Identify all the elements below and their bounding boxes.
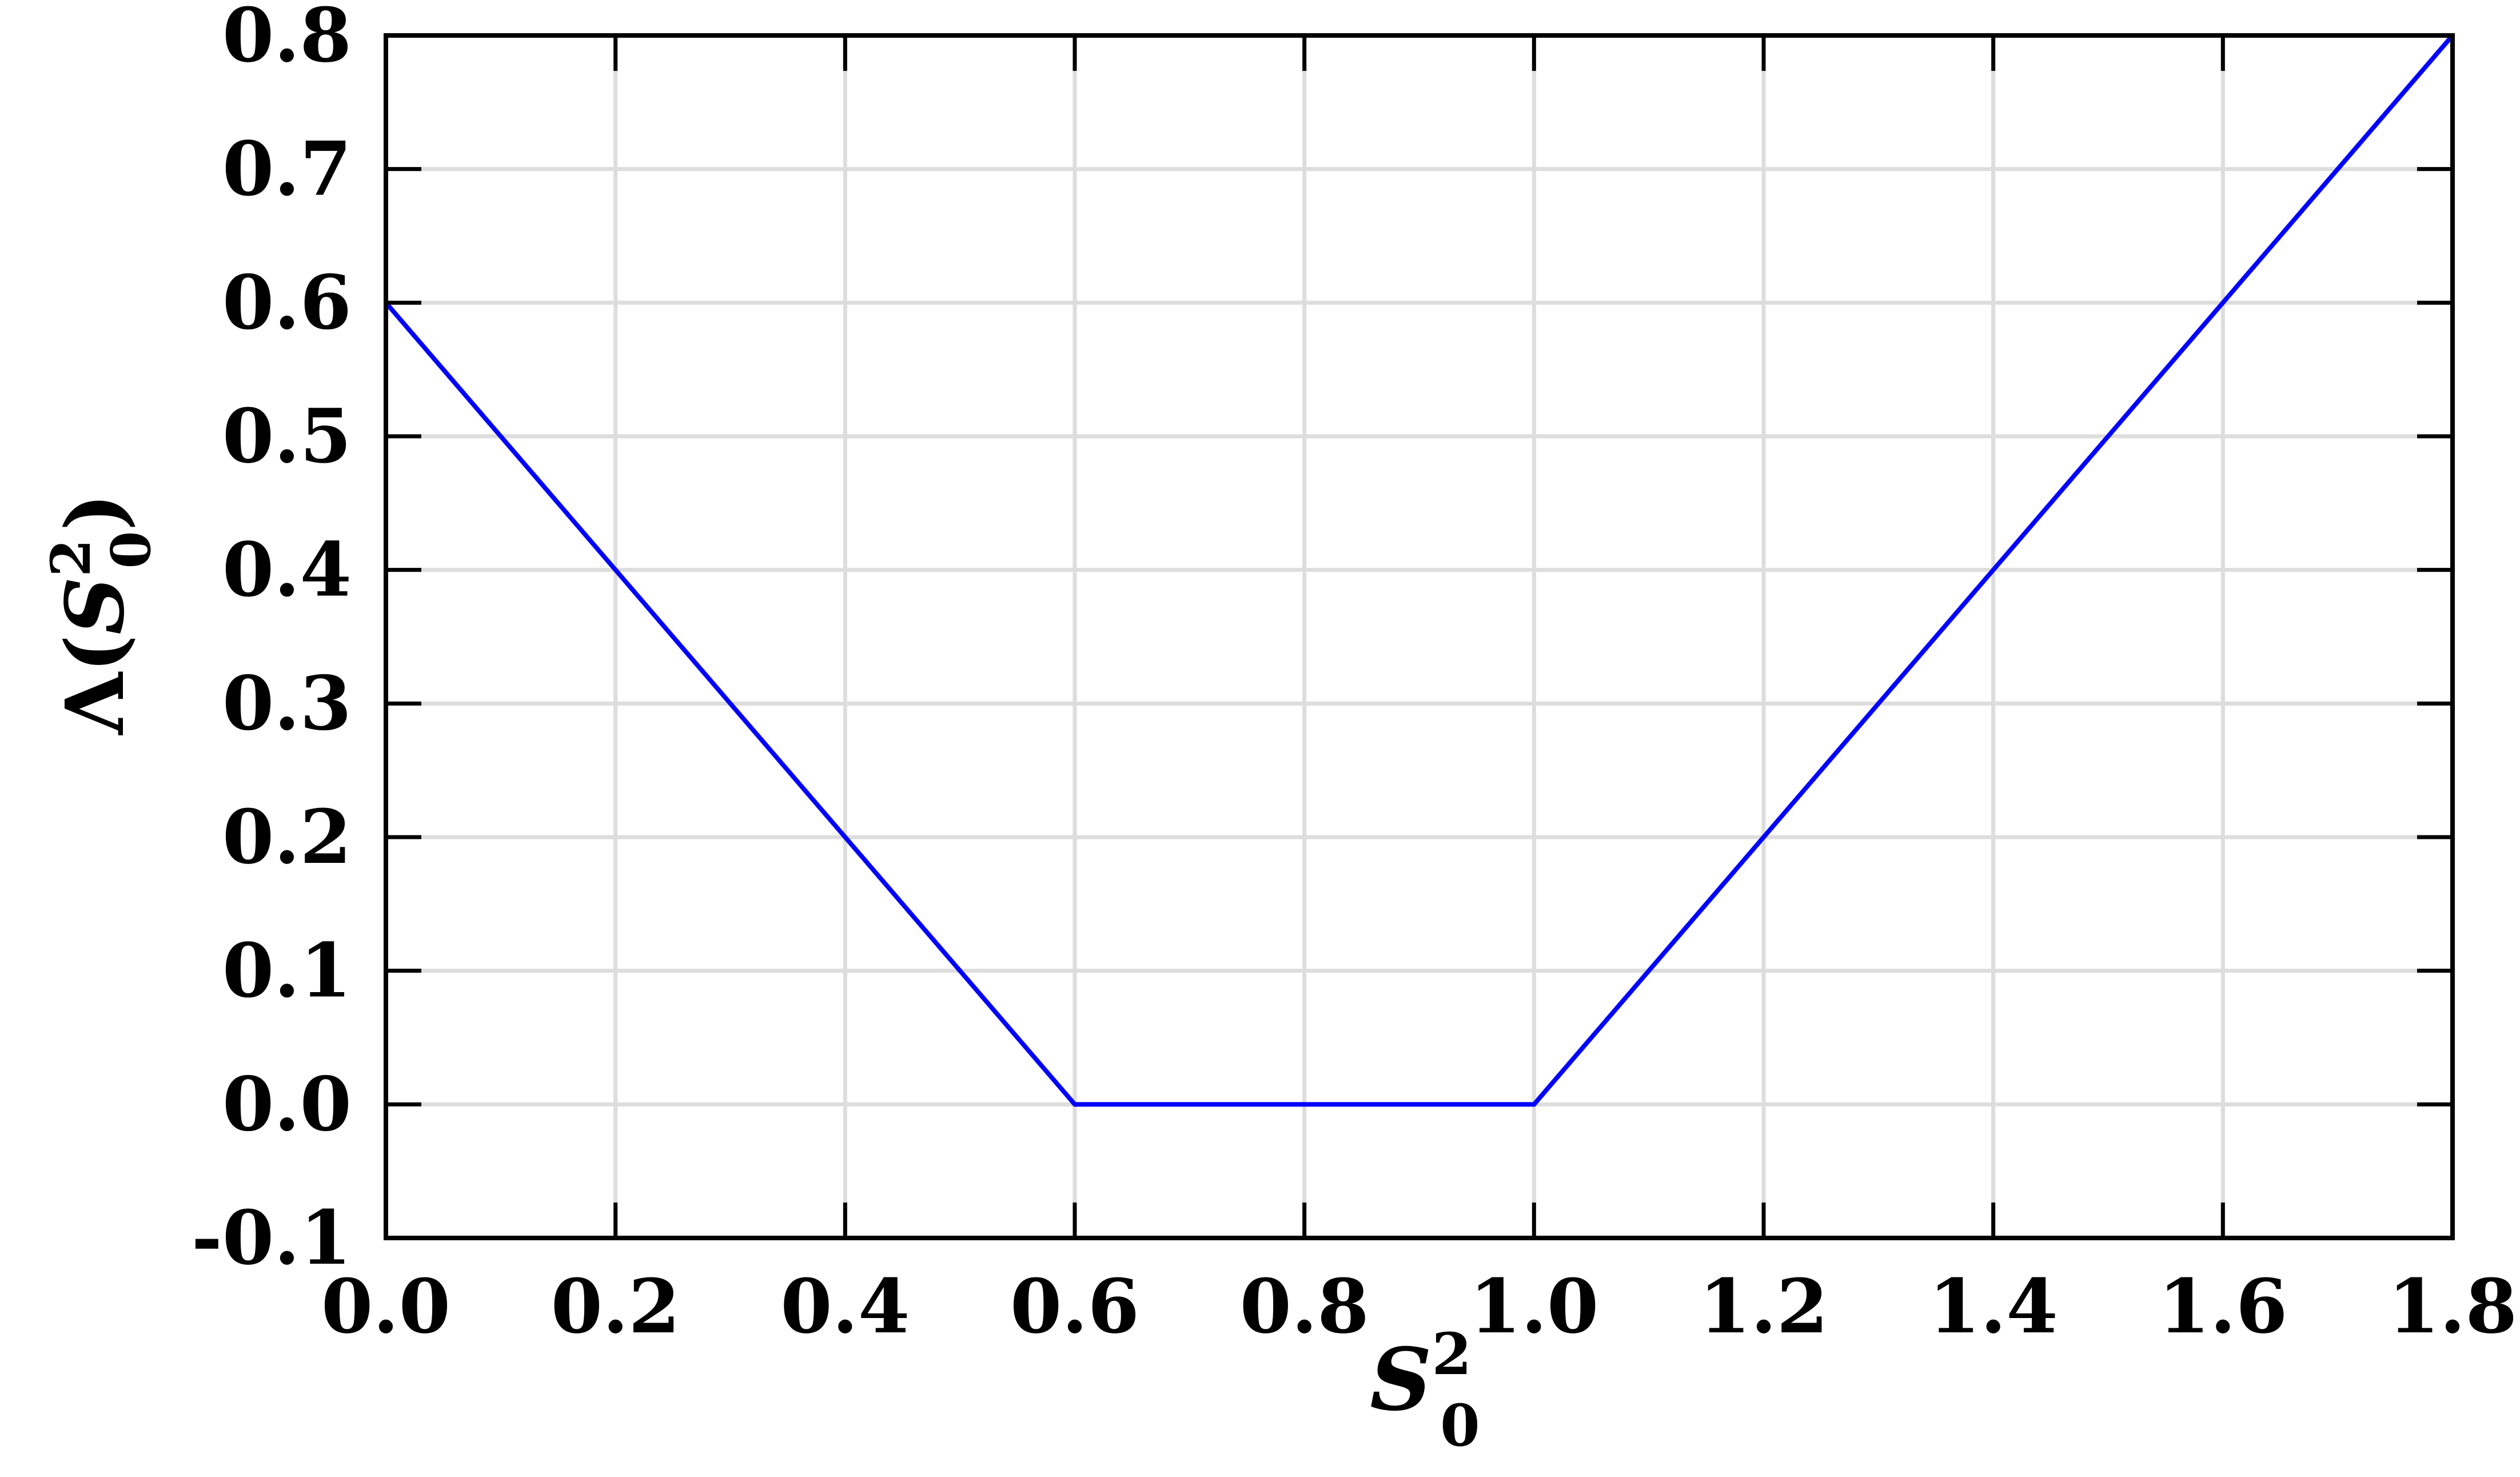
x-tick-label: 1.4 bbox=[1929, 1263, 2058, 1350]
series-point bbox=[1072, 1102, 1077, 1107]
x-tick-labels: 0.0 0.2 0.4 0.6 0.8 1.0 1.2 1.4 1.6 1.8 bbox=[321, 1263, 2517, 1350]
y-tick-label: 0.8 bbox=[222, 0, 352, 79]
plot-frame bbox=[384, 33, 2455, 1240]
series-point bbox=[1532, 1102, 1537, 1107]
y-axis-label-sup: 2 bbox=[39, 539, 103, 577]
x-tick-label: 1.6 bbox=[2158, 1263, 2287, 1350]
x-axis-label-sup: 2 bbox=[1432, 1320, 1472, 1388]
x-tick-label: 0.6 bbox=[1010, 1263, 1139, 1350]
series-line bbox=[384, 34, 2455, 1107]
y-tick-label: 0.4 bbox=[222, 526, 352, 614]
y-tick-label: 0.7 bbox=[222, 125, 352, 213]
y-tick-label: 0.3 bbox=[222, 659, 352, 747]
x-tick-label: 1.0 bbox=[1469, 1263, 1598, 1350]
y-tick-labels: -0.1 0.0 0.1 0.2 0.3 0.4 0.5 0.6 0.7 0.8 bbox=[192, 0, 352, 1281]
y-tick-label: 0.0 bbox=[222, 1060, 352, 1148]
y-tick-label: 0.1 bbox=[222, 927, 352, 1014]
y-axis-label-prefix: Λ( bbox=[49, 635, 142, 736]
y-tick-label: 0.5 bbox=[222, 392, 352, 480]
y-tick-label: -0.1 bbox=[192, 1194, 352, 1281]
x-tick-label: 0.0 bbox=[321, 1263, 450, 1350]
x-tick-label: 1.2 bbox=[1699, 1263, 1828, 1350]
tick-marks bbox=[384, 33, 2455, 1240]
y-axis-label: Λ(S20) bbox=[39, 493, 163, 735]
grid bbox=[384, 33, 2455, 1240]
y-tick-label: 0.6 bbox=[222, 258, 352, 346]
y-axis-label-suffix: ) bbox=[49, 493, 142, 531]
x-tick-label: 1.8 bbox=[2388, 1263, 2517, 1350]
x-tick-label: 0.2 bbox=[551, 1263, 680, 1350]
x-tick-label: 0.8 bbox=[1240, 1263, 1369, 1350]
y-axis-label-sub: 0 bbox=[99, 531, 163, 569]
y-tick-label: 0.2 bbox=[222, 793, 352, 881]
x-axis-label-sub: 0 bbox=[1440, 1392, 1480, 1459]
y-axis-label-base: S bbox=[49, 577, 142, 635]
x-axis-label: S2 0 bbox=[1370, 1320, 1480, 1459]
x-axis-label-base: S bbox=[1370, 1329, 1432, 1430]
x-tick-label: 0.4 bbox=[780, 1263, 910, 1350]
